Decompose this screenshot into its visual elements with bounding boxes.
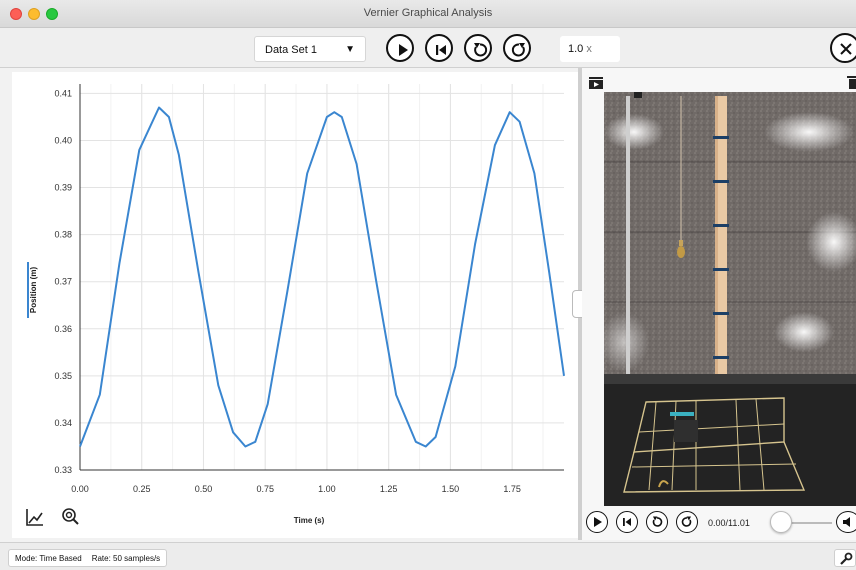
window-close-button[interactable] (10, 8, 22, 20)
window-title: Vernier Graphical Analysis (363, 7, 493, 19)
x-axis-label: Time (s) (294, 516, 325, 525)
video-play-button[interactable] (586, 511, 608, 533)
play-icon (399, 44, 408, 56)
rate-text: Rate: 50 samples/s (91, 554, 161, 563)
video-time-readout: 0.00/11.01 (708, 518, 750, 528)
video-panel: 0.00/11.01 (582, 68, 856, 540)
dropdown-caret-icon: ▼ (345, 44, 355, 55)
x-tick-label: 1.75 (503, 484, 521, 494)
dataset-label: Data Set 1 (265, 44, 317, 56)
zoom-button[interactable] (60, 506, 82, 528)
graph-options-icon (26, 509, 43, 526)
skip-to-start-button[interactable] (425, 34, 453, 62)
playback-rate-unit: x (586, 43, 592, 55)
y-tick-label: 0.38 (54, 230, 72, 240)
skip-to-start-icon (436, 45, 446, 55)
close-button[interactable] (830, 33, 856, 63)
step-back-button[interactable] (464, 34, 492, 62)
status-bar: Mode: Time Based Rate: 50 samples/s (0, 542, 856, 570)
y-tick-label: 0.36 (54, 324, 72, 334)
y-tick-label: 0.33 (54, 465, 72, 475)
x-tick-label: 1.50 (442, 484, 460, 494)
y-tick-label: 0.40 (54, 135, 72, 145)
playback-rate-field[interactable]: 1.0 x (560, 36, 620, 62)
pendulum-spring-video (604, 92, 856, 506)
trash-button[interactable] (846, 74, 856, 90)
close-icon (840, 43, 852, 55)
trash-icon (847, 76, 856, 89)
volume-icon (843, 517, 850, 527)
wrench-icon (840, 552, 853, 565)
volume-button[interactable] (836, 511, 856, 533)
skip-to-start-icon (623, 518, 631, 526)
x-tick-label: 1.00 (318, 484, 336, 494)
window-minimize-button[interactable] (28, 8, 40, 20)
x-tick-label: 0.00 (71, 484, 89, 494)
y-tick-label: 0.37 (54, 277, 72, 287)
dataset-select[interactable]: Data Set 1 ▼ (254, 36, 366, 62)
video-skip-to-start-button[interactable] (616, 511, 638, 533)
step-back-icon (652, 516, 663, 527)
window-maximize-button[interactable] (46, 8, 58, 20)
toolbar: Data Set 1 ▼ 1.0 x (0, 28, 856, 68)
graph-options-button[interactable] (24, 506, 46, 528)
play-icon (594, 517, 602, 527)
step-back-icon (474, 43, 488, 57)
title-bar: Vernier Graphical Analysis (0, 0, 856, 28)
video-camera-icon (589, 77, 603, 89)
x-tick-label: 1.25 (380, 484, 398, 494)
x-tick-label: 0.75 (256, 484, 274, 494)
position-time-chart[interactable]: 0.00 0.25 0.50 0.75 1.00 1.25 1.50 1.75 0.33 0.34… (12, 72, 578, 538)
step-forward-icon (681, 516, 692, 527)
y-tick-label: 0.39 (54, 183, 72, 193)
y-tick-label: 0.35 (54, 371, 72, 381)
settings-button[interactable] (834, 549, 856, 567)
y-tick-label: 0.41 (54, 88, 72, 98)
y-axis-label: Position (m) (29, 267, 38, 314)
step-forward-icon (511, 43, 525, 57)
play-button[interactable] (386, 34, 414, 62)
video-step-back-button[interactable] (646, 511, 668, 533)
zoom-icon (62, 508, 79, 525)
x-tick-label: 0.50 (195, 484, 213, 494)
video-step-forward-button[interactable] (676, 511, 698, 533)
playback-rate-value: 1.0 (568, 43, 584, 55)
video-camera-button[interactable] (588, 74, 604, 90)
y-tick-label: 0.34 (54, 418, 72, 428)
status-info[interactable]: Mode: Time Based Rate: 50 samples/s (8, 549, 168, 567)
video-scrub-track[interactable] (772, 522, 832, 524)
series-line-position (79, 106, 565, 448)
video-frame[interactable] (604, 92, 856, 506)
x-tick-label: 0.25 (133, 484, 151, 494)
graph-panel[interactable]: 0.00 0.25 0.50 0.75 1.00 1.25 1.50 1.75 0.33 0.34… (12, 72, 578, 538)
step-forward-button[interactable] (503, 34, 531, 62)
video-scrub-knob[interactable] (770, 511, 792, 533)
mode-text: Mode: Time Based (15, 554, 82, 563)
